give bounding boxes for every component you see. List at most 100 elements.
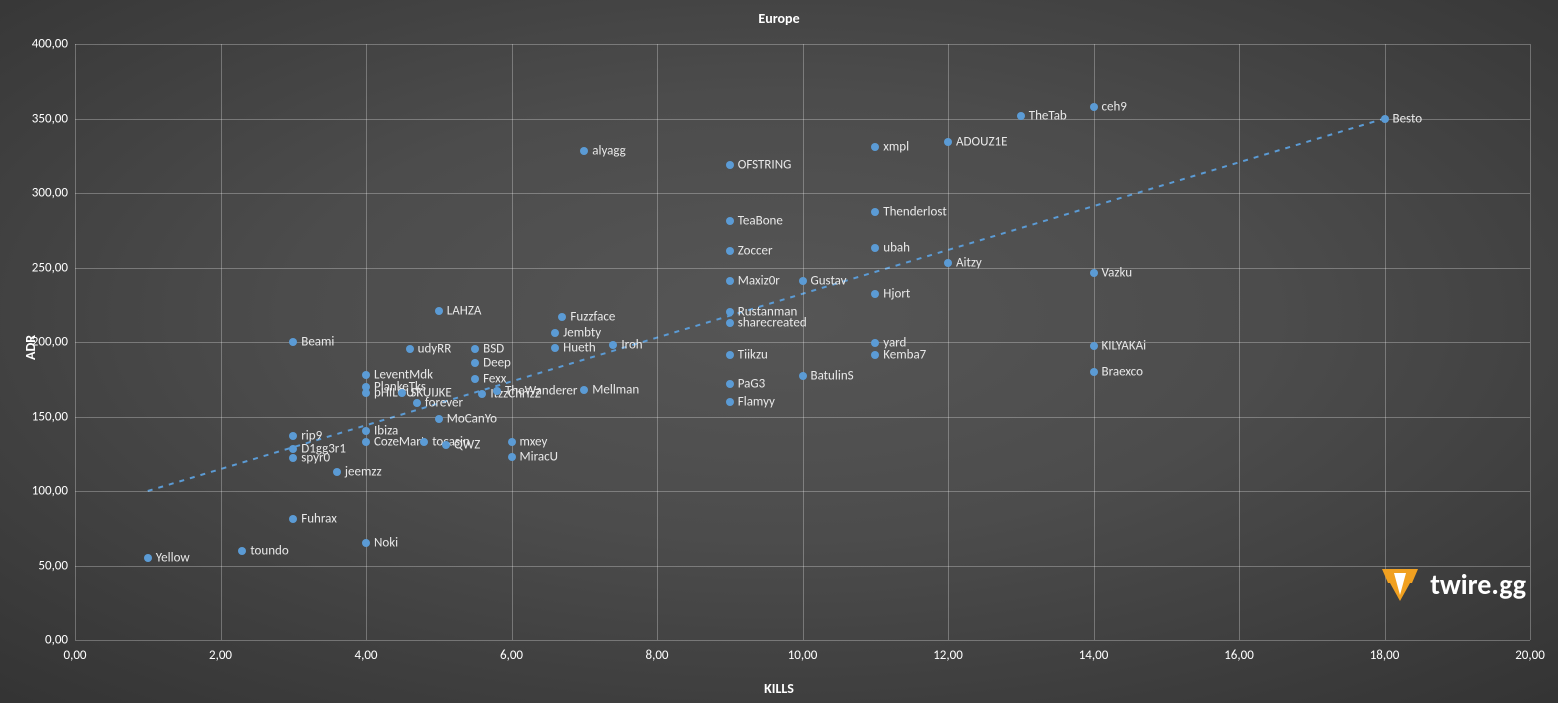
data-point bbox=[289, 454, 297, 462]
data-point bbox=[551, 329, 559, 337]
y-tick-label: 0,00 bbox=[20, 633, 68, 648]
data-point bbox=[871, 208, 879, 216]
data-point-label: TheTab bbox=[1029, 108, 1067, 123]
data-point bbox=[471, 359, 479, 367]
data-point-label: Zoccer bbox=[738, 244, 773, 259]
gridline-horizontal bbox=[75, 417, 1530, 418]
plot-area: YellowtoundoFuhraxNokirip9D1gg3r1spyr0je… bbox=[75, 44, 1530, 640]
data-point bbox=[871, 339, 879, 347]
data-point-label: Tiikzu bbox=[738, 348, 768, 363]
y-tick-label: 250,00 bbox=[20, 260, 68, 275]
data-point-label: Maxiz0r bbox=[738, 273, 780, 288]
data-point bbox=[944, 138, 952, 146]
data-point bbox=[362, 389, 370, 397]
data-point bbox=[726, 398, 734, 406]
gridline-vertical bbox=[1530, 44, 1531, 640]
data-point bbox=[726, 277, 734, 285]
x-tick-label: 18,00 bbox=[1370, 648, 1400, 663]
data-point bbox=[1090, 342, 1098, 350]
logo: twire.gg bbox=[1380, 565, 1526, 603]
y-tick-label: 200,00 bbox=[20, 335, 68, 350]
data-point bbox=[726, 217, 734, 225]
data-point-label: MiracU bbox=[520, 449, 558, 464]
data-point-label: QWZ bbox=[454, 437, 480, 452]
data-point bbox=[471, 375, 479, 383]
x-tick-label: 4,00 bbox=[354, 648, 377, 663]
data-point-label: mxey bbox=[520, 434, 548, 449]
data-point bbox=[478, 390, 486, 398]
data-point-label: Flamyy bbox=[738, 394, 775, 409]
data-point bbox=[413, 399, 421, 407]
data-point bbox=[508, 453, 516, 461]
data-point-label: MoCanYo bbox=[447, 412, 497, 427]
data-point bbox=[580, 147, 588, 155]
data-point-label: Aitzy bbox=[956, 256, 982, 271]
data-point-label: Fuhrax bbox=[301, 512, 337, 527]
data-point bbox=[944, 259, 952, 267]
data-point-label: spyr0 bbox=[301, 451, 330, 466]
data-point-label: toundo bbox=[250, 543, 288, 558]
gridline-horizontal bbox=[75, 119, 1530, 120]
chart-title: Europe bbox=[758, 10, 799, 27]
data-point bbox=[1381, 115, 1389, 123]
data-point-label: forever bbox=[425, 396, 463, 411]
data-point bbox=[1017, 112, 1025, 120]
data-point-label: CozeMart bbox=[374, 434, 425, 449]
data-point-label: alyagg bbox=[592, 144, 625, 159]
data-point-label: Hueth bbox=[563, 340, 596, 355]
y-tick-label: 400,00 bbox=[20, 37, 68, 52]
data-point bbox=[289, 432, 297, 440]
data-point bbox=[442, 441, 450, 449]
data-point-label: PaG3 bbox=[738, 376, 765, 391]
data-point bbox=[726, 351, 734, 359]
data-point-label: Deep bbox=[483, 355, 511, 370]
data-point-label: Mellman bbox=[592, 382, 639, 397]
data-point bbox=[435, 307, 443, 315]
data-point-label: KILYAKAi bbox=[1102, 339, 1147, 354]
x-tick-label: 20,00 bbox=[1515, 648, 1545, 663]
data-point-label: TheWanderer bbox=[505, 384, 577, 399]
data-point-label: Thenderlost bbox=[883, 205, 946, 220]
data-point-label: Noki bbox=[374, 536, 398, 551]
gridline-horizontal bbox=[75, 193, 1530, 194]
data-point bbox=[726, 319, 734, 327]
data-point-label: OFSTRING bbox=[738, 157, 792, 172]
x-tick-label: 12,00 bbox=[933, 648, 963, 663]
x-tick-label: 6,00 bbox=[500, 648, 523, 663]
data-point-label: Besto bbox=[1393, 111, 1423, 126]
y-tick-label: 350,00 bbox=[20, 111, 68, 126]
data-point bbox=[799, 277, 807, 285]
logo-icon bbox=[1380, 565, 1420, 603]
gridline-horizontal bbox=[75, 268, 1530, 269]
data-point bbox=[871, 351, 879, 359]
data-point bbox=[609, 341, 617, 349]
data-point bbox=[551, 344, 559, 352]
y-tick-label: 300,00 bbox=[20, 186, 68, 201]
data-point bbox=[871, 143, 879, 151]
data-point-label: Hjort bbox=[883, 287, 910, 302]
data-point-label: TeaBone bbox=[738, 214, 783, 229]
gridline-horizontal bbox=[75, 566, 1530, 567]
data-point-label: udyRR bbox=[418, 342, 452, 357]
data-point-label: jeemzz bbox=[345, 464, 382, 479]
data-point-label: Braexco bbox=[1102, 364, 1143, 379]
x-tick-label: 8,00 bbox=[645, 648, 668, 663]
data-point-label: ceh9 bbox=[1102, 99, 1127, 114]
data-point bbox=[1090, 103, 1098, 111]
data-point bbox=[362, 427, 370, 435]
data-point bbox=[406, 345, 414, 353]
x-tick-label: 14,00 bbox=[1079, 648, 1109, 663]
data-point bbox=[726, 308, 734, 316]
data-point-label: Beami bbox=[301, 335, 334, 350]
data-point-label: ADOUZ1E bbox=[956, 135, 1008, 150]
data-point-label: Fexx bbox=[483, 372, 506, 387]
x-tick-label: 16,00 bbox=[1224, 648, 1254, 663]
data-point bbox=[362, 539, 370, 547]
data-point-label: xmpl bbox=[883, 139, 909, 154]
x-tick-label: 10,00 bbox=[788, 648, 818, 663]
data-point bbox=[799, 372, 807, 380]
data-point bbox=[1090, 368, 1098, 376]
y-tick-label: 100,00 bbox=[20, 484, 68, 499]
data-point bbox=[471, 345, 479, 353]
data-point-label: BatulinS bbox=[811, 369, 854, 384]
